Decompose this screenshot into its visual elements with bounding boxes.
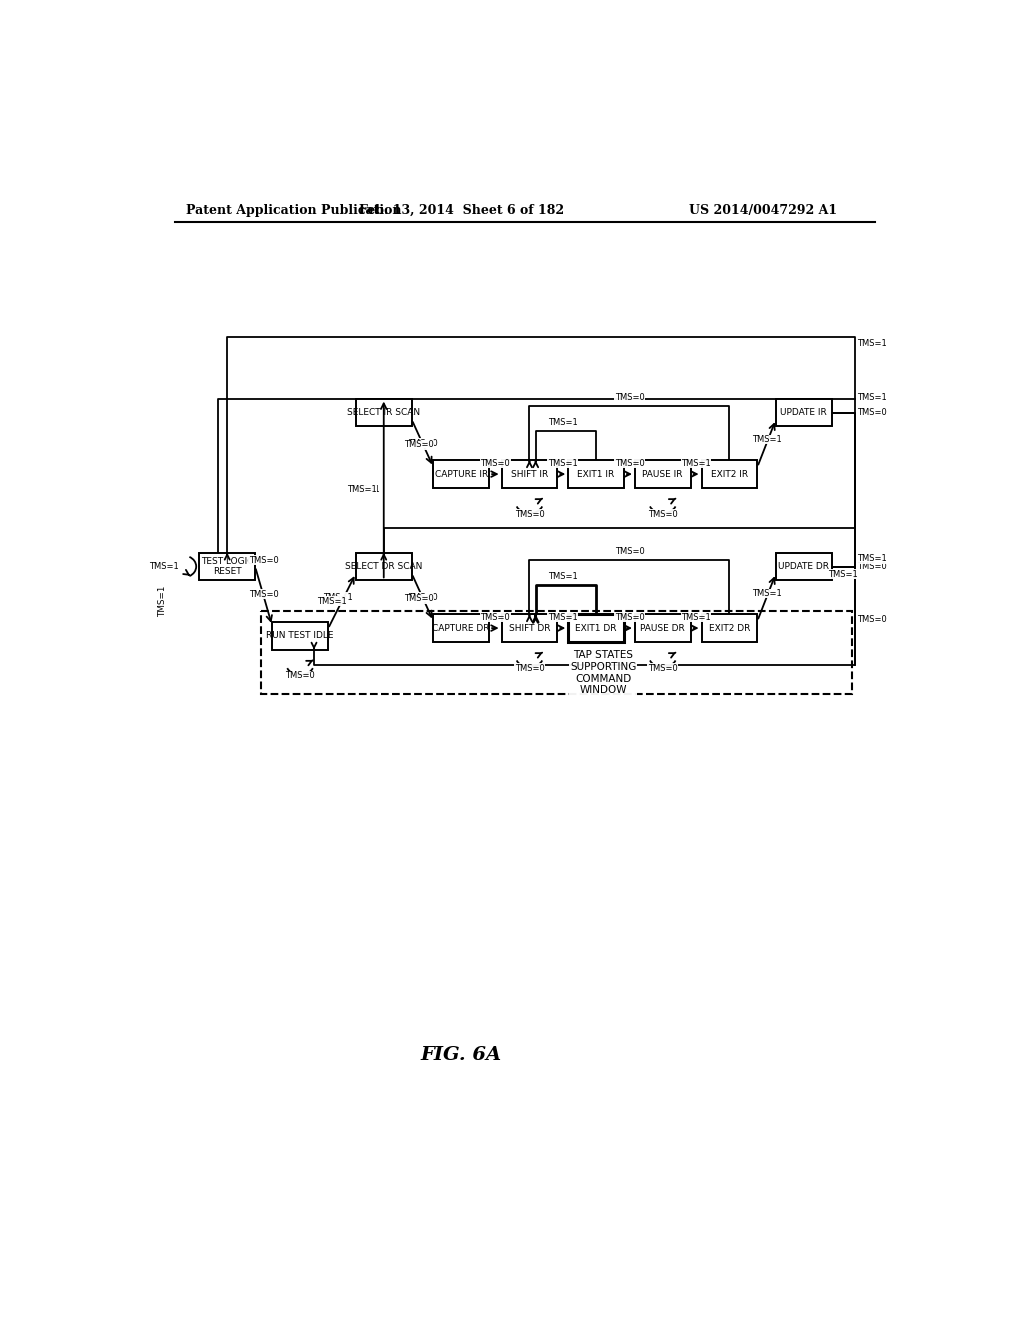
Text: TEST LOGIC
RESET: TEST LOGIC RESET bbox=[201, 557, 254, 577]
Bar bbox=[200, 553, 255, 581]
Text: TMS=0: TMS=0 bbox=[408, 593, 437, 602]
Text: TMS=0: TMS=0 bbox=[614, 548, 644, 556]
Bar bbox=[701, 461, 758, 488]
Text: TMS=0: TMS=0 bbox=[285, 672, 315, 680]
Bar bbox=[776, 553, 831, 581]
Text: TMS=0: TMS=0 bbox=[614, 393, 644, 403]
Bar bbox=[701, 614, 758, 642]
Text: EXIT2 IR: EXIT2 IR bbox=[711, 470, 748, 479]
Text: TMS=1: TMS=1 bbox=[317, 597, 347, 606]
Text: TAP STATES
SUPPORTING
COMMAND
WINDOW: TAP STATES SUPPORTING COMMAND WINDOW bbox=[570, 651, 636, 696]
Text: EXIT2 DR: EXIT2 DR bbox=[709, 623, 751, 632]
Text: TMS=0: TMS=0 bbox=[249, 556, 279, 565]
Text: UPDATE IR: UPDATE IR bbox=[780, 408, 827, 417]
Text: TMS=0: TMS=0 bbox=[648, 510, 678, 519]
Text: TMS=1: TMS=1 bbox=[148, 562, 178, 572]
Bar bbox=[568, 614, 624, 642]
Text: TMS=1: TMS=1 bbox=[548, 418, 578, 426]
Text: TMS=0: TMS=0 bbox=[403, 441, 433, 449]
Text: Feb. 13, 2014  Sheet 6 of 182: Feb. 13, 2014 Sheet 6 of 182 bbox=[358, 205, 564, 218]
Text: TMS=1: TMS=1 bbox=[857, 339, 887, 347]
Text: TMS=0: TMS=0 bbox=[614, 459, 644, 467]
Text: TMS=0: TMS=0 bbox=[403, 594, 433, 603]
Text: TMS=1: TMS=1 bbox=[752, 589, 781, 598]
Bar bbox=[635, 461, 690, 488]
Text: TMS=0: TMS=0 bbox=[480, 459, 510, 467]
Text: TMS=1: TMS=1 bbox=[548, 572, 578, 581]
Text: TMS=0: TMS=0 bbox=[614, 612, 644, 622]
Bar bbox=[502, 614, 557, 642]
Text: SELECT IR SCAN: SELECT IR SCAN bbox=[347, 408, 420, 417]
Text: PAUSE DR: PAUSE DR bbox=[640, 623, 685, 632]
Bar bbox=[502, 461, 557, 488]
Text: TMS=0: TMS=0 bbox=[249, 590, 279, 599]
Bar bbox=[568, 461, 624, 488]
Text: TMS=1: TMS=1 bbox=[681, 612, 711, 622]
Text: TMS=1: TMS=1 bbox=[350, 484, 380, 494]
Bar bbox=[356, 399, 412, 426]
Text: TMS=1: TMS=1 bbox=[548, 612, 578, 622]
Text: SHIFT DR: SHIFT DR bbox=[509, 623, 550, 632]
Text: TMS=1: TMS=1 bbox=[681, 459, 711, 467]
Text: TMS=1: TMS=1 bbox=[158, 586, 167, 616]
Text: RUN TEST IDLE: RUN TEST IDLE bbox=[266, 631, 334, 640]
Text: TMS=1: TMS=1 bbox=[324, 593, 353, 602]
Text: SHIFT IR: SHIFT IR bbox=[511, 470, 548, 479]
Text: TMS=1: TMS=1 bbox=[857, 392, 887, 401]
Text: EXIT1 IR: EXIT1 IR bbox=[578, 470, 614, 479]
Bar bbox=[356, 553, 412, 581]
Text: US 2014/0047292 A1: US 2014/0047292 A1 bbox=[689, 205, 838, 218]
Text: TMS=1: TMS=1 bbox=[752, 436, 781, 444]
Bar bbox=[261, 611, 852, 694]
Text: UPDATE DR: UPDATE DR bbox=[778, 562, 829, 572]
Text: TMS=0: TMS=0 bbox=[408, 438, 437, 447]
Text: CAPTURE IR: CAPTURE IR bbox=[434, 470, 487, 479]
Text: FIG. 6A: FIG. 6A bbox=[421, 1047, 502, 1064]
Text: EXIT1 DR: EXIT1 DR bbox=[575, 623, 616, 632]
Text: CAPTURE DR: CAPTURE DR bbox=[432, 623, 490, 632]
Text: TMS=0: TMS=0 bbox=[857, 408, 887, 417]
Text: TMS=0: TMS=0 bbox=[648, 664, 678, 673]
Bar bbox=[635, 614, 690, 642]
Bar bbox=[776, 399, 831, 426]
Text: Patent Application Publication: Patent Application Publication bbox=[186, 205, 401, 218]
Text: PAUSE IR: PAUSE IR bbox=[642, 470, 683, 479]
Text: TMS=0: TMS=0 bbox=[480, 612, 510, 622]
Bar bbox=[433, 461, 489, 488]
Text: TMS=0: TMS=0 bbox=[857, 615, 887, 624]
Text: SELECT DR SCAN: SELECT DR SCAN bbox=[345, 562, 423, 572]
Text: TMS=0: TMS=0 bbox=[515, 510, 545, 519]
Bar bbox=[433, 614, 489, 642]
Bar bbox=[272, 622, 328, 649]
Text: TMS=1: TMS=1 bbox=[347, 484, 377, 494]
Text: TMS=1: TMS=1 bbox=[828, 570, 858, 578]
Text: TMS=1: TMS=1 bbox=[857, 554, 887, 564]
Text: TMS=0: TMS=0 bbox=[515, 664, 545, 673]
Text: TMS=0: TMS=0 bbox=[857, 562, 887, 572]
Text: TMS=1: TMS=1 bbox=[548, 459, 578, 467]
